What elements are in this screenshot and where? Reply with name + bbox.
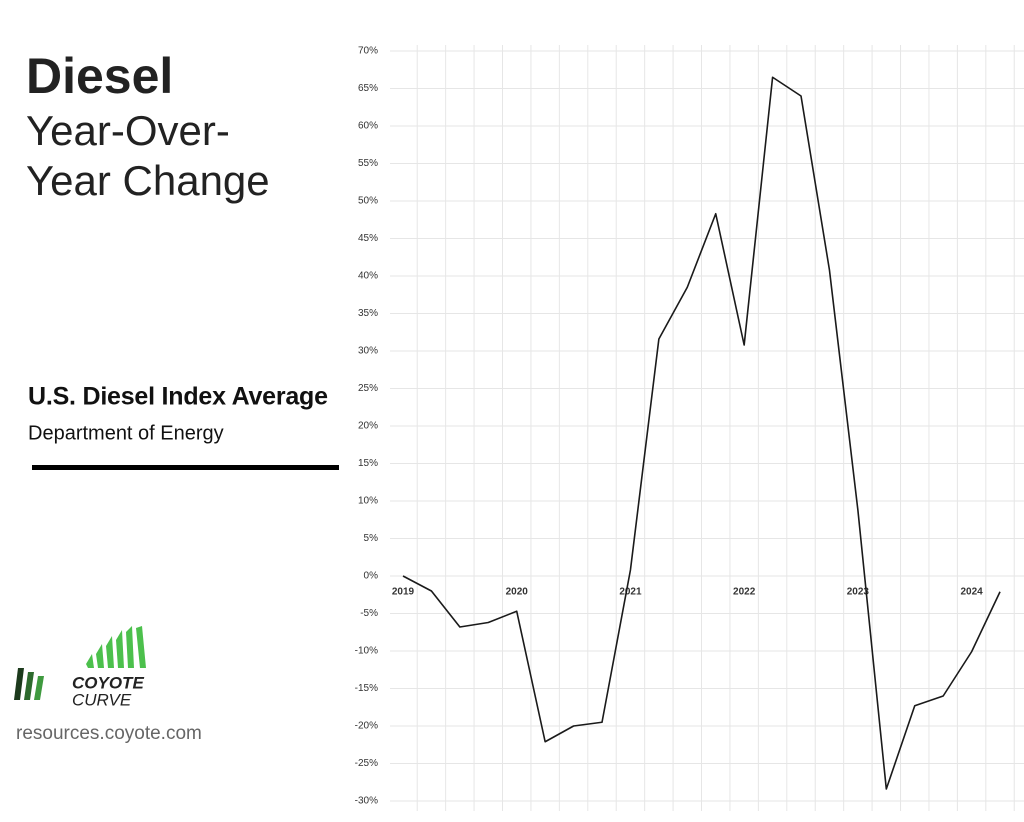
divider xyxy=(32,465,339,470)
y-tick-label: 10% xyxy=(358,496,378,507)
x-tick-label: 2019 xyxy=(392,587,415,598)
x-tick-label: 2023 xyxy=(847,587,870,598)
y-tick-label: 35% xyxy=(358,308,378,319)
y-tick-label: 30% xyxy=(358,346,378,357)
x-tick-label: 2020 xyxy=(506,587,529,598)
y-tick-label: -15% xyxy=(355,683,378,694)
y-tick-label: 20% xyxy=(358,421,378,432)
logo-text: CURVE xyxy=(72,690,132,709)
series-title: U.S. Diesel Index Average xyxy=(28,383,328,411)
y-tick-label: -30% xyxy=(355,796,378,807)
x-tick-label: 2022 xyxy=(733,587,756,598)
y-tick-label: 5% xyxy=(364,533,379,544)
y-tick-label: -20% xyxy=(355,721,378,732)
url: resources.coyote.com xyxy=(16,723,202,744)
y-tick-label: 40% xyxy=(358,271,378,282)
x-tick-label: 2024 xyxy=(960,587,983,598)
subtitle: Year Change xyxy=(26,157,270,204)
y-tick-label: 0% xyxy=(364,571,379,582)
x-tick-label: 2021 xyxy=(619,587,642,598)
y-tick-label: 70% xyxy=(358,46,378,57)
line xyxy=(402,76,1001,790)
y-tick-label: 60% xyxy=(358,121,378,132)
y-tick-label: 65% xyxy=(358,83,378,94)
y-tick-label: 45% xyxy=(358,233,378,244)
source: Department of Energy xyxy=(28,422,224,444)
chart-title: Diesel xyxy=(26,48,173,104)
y-tick-label: 50% xyxy=(358,196,378,207)
y-tick-label: -25% xyxy=(355,758,378,769)
logo-text: COYOTE xyxy=(72,673,144,692)
logo-mark xyxy=(14,626,146,700)
y-tick-label: 15% xyxy=(358,458,378,469)
y-tick-label: -10% xyxy=(355,646,378,657)
y-tick-label: 55% xyxy=(358,158,378,169)
y-tick-label: -5% xyxy=(360,608,378,619)
grid xyxy=(390,45,1024,811)
subtitle: Year-Over- xyxy=(26,107,230,154)
y-tick-label: 25% xyxy=(358,383,378,394)
